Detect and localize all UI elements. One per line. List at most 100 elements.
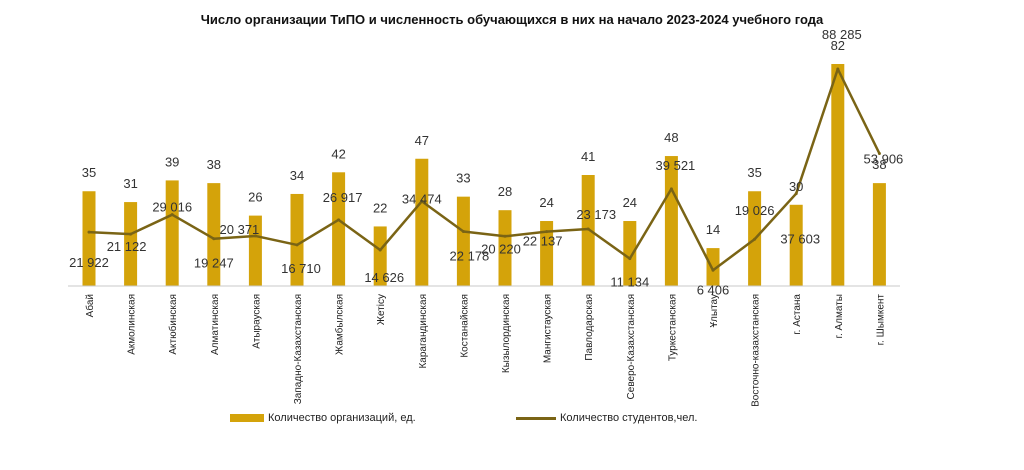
students-point — [87, 230, 91, 234]
students-value-label: 16 710 — [281, 261, 321, 276]
bar-19 — [831, 64, 845, 286]
bar-value-label: 38 — [872, 157, 886, 172]
students-point — [711, 268, 715, 272]
bar-value-label: 22 — [373, 200, 387, 215]
category-label: Атырауская — [251, 294, 262, 349]
students-value-label: 19 247 — [194, 256, 234, 271]
legend-item-students: Количество студентов,чел. — [516, 412, 697, 424]
category-label: Карагандинская — [418, 294, 429, 369]
category-label: г. Астана — [792, 294, 803, 335]
category-label: г. Шымкент — [875, 294, 886, 346]
bar-value-label: 34 — [290, 168, 304, 183]
students-value-label: 53 906 — [864, 152, 904, 167]
category-label: Абай — [84, 294, 96, 317]
bar-9 — [415, 158, 429, 286]
legend-item-organizations: Количество организаций, ед. — [230, 412, 416, 424]
bar-11 — [498, 210, 512, 286]
category-label: г. Алматы — [834, 294, 845, 338]
bar-value-label: 31 — [123, 176, 137, 191]
bar-16 — [706, 248, 720, 286]
students-point — [170, 213, 174, 217]
bar-value-label: 24 — [539, 195, 553, 210]
students-point — [253, 234, 257, 238]
labels-layer: 35 Абай 31 Акмолинская 39 Актюбинская 38 Алмати… — [69, 27, 903, 407]
bar-value-label: 48 — [664, 130, 678, 145]
category-label: Восточно-казахстанская — [751, 294, 762, 407]
students-value-label: 39 521 — [656, 158, 696, 173]
students-value-label: 20 220 — [481, 241, 521, 256]
bar-value-label: 28 — [498, 184, 512, 199]
students-value-label: 88 285 — [822, 27, 862, 42]
students-point — [212, 237, 216, 241]
legend-line-swatch — [516, 416, 556, 420]
bar-14 — [623, 221, 637, 286]
bar-2 — [124, 202, 138, 286]
students-point — [586, 227, 590, 231]
students-point — [337, 218, 341, 222]
bar-8 — [373, 226, 387, 286]
line-layer — [87, 67, 881, 272]
bar-5 — [248, 215, 262, 286]
category-label: Северо-Казахстанская — [626, 294, 637, 399]
students-value-label: 37 603 — [780, 232, 820, 247]
bar-value-label: 42 — [331, 146, 345, 161]
students-point — [628, 257, 632, 261]
bar-7 — [332, 172, 346, 286]
students-point — [753, 237, 757, 241]
students-point — [378, 248, 382, 252]
students-value-label: 22 178 — [450, 248, 490, 263]
students-value-label: 6 406 — [697, 282, 730, 297]
students-point — [877, 152, 881, 156]
students-point — [129, 232, 133, 236]
students-value-label: 20 371 — [220, 222, 260, 237]
students-value-label: 14 626 — [364, 270, 404, 285]
students-value-label: 22 137 — [523, 234, 563, 249]
bar-6 — [290, 193, 304, 286]
bar-value-label: 26 — [248, 190, 262, 205]
bar-value-label: 82 — [831, 38, 845, 53]
students-value-label: 34 474 — [402, 191, 442, 206]
legend-bar-swatch — [230, 414, 264, 422]
bar-value-label: 14 — [706, 222, 720, 237]
bar-value-label: 24 — [623, 195, 637, 210]
bar-1 — [82, 191, 96, 286]
legend-label-students: Количество студентов,чел. — [560, 412, 698, 424]
bar-value-label: 35 — [82, 165, 96, 180]
bar-3 — [165, 180, 179, 286]
category-label: Жетісу — [376, 294, 387, 325]
bar-12 — [540, 221, 554, 286]
students-point — [836, 67, 840, 71]
category-label: Ұлытау — [709, 294, 720, 328]
category-label: Кызылординская — [501, 294, 512, 373]
bar-value-label: 35 — [747, 165, 761, 180]
bar-value-label: 39 — [165, 154, 179, 169]
students-value-label: 29 016 — [152, 200, 192, 215]
legend-label-organizations: Количество организаций, ед. — [268, 412, 416, 424]
students-point — [420, 199, 424, 203]
bar-value-label: 33 — [456, 171, 470, 186]
category-label: Костанайская — [459, 294, 470, 358]
bar-value-label: 30 — [789, 179, 803, 194]
category-label: Павлодарская — [584, 294, 595, 361]
students-point — [545, 230, 549, 234]
category-label: Мангистауская — [543, 294, 554, 363]
students-value-label: 21 922 — [69, 255, 109, 270]
bar-10 — [456, 196, 470, 286]
bar-4 — [207, 183, 221, 286]
bar-value-label: 41 — [581, 149, 595, 164]
category-label: Западно-Казахстанская — [293, 294, 304, 404]
bar-20 — [872, 183, 886, 286]
legend: Количество организаций, ед. Количество с… — [0, 412, 1024, 432]
students-value-label: 26 917 — [323, 190, 363, 205]
category-label: Акмолинская — [127, 294, 138, 355]
students-point — [794, 192, 798, 196]
bar-value-label: 47 — [415, 133, 429, 148]
category-label: Актюбинская — [167, 294, 179, 355]
category-label: Жамбылская — [334, 294, 346, 355]
students-value-label: 19 026 — [735, 203, 775, 218]
students-value-label: 11 134 — [610, 275, 649, 290]
students-point — [295, 243, 299, 247]
students-point — [669, 187, 673, 191]
bar-18 — [789, 204, 803, 286]
